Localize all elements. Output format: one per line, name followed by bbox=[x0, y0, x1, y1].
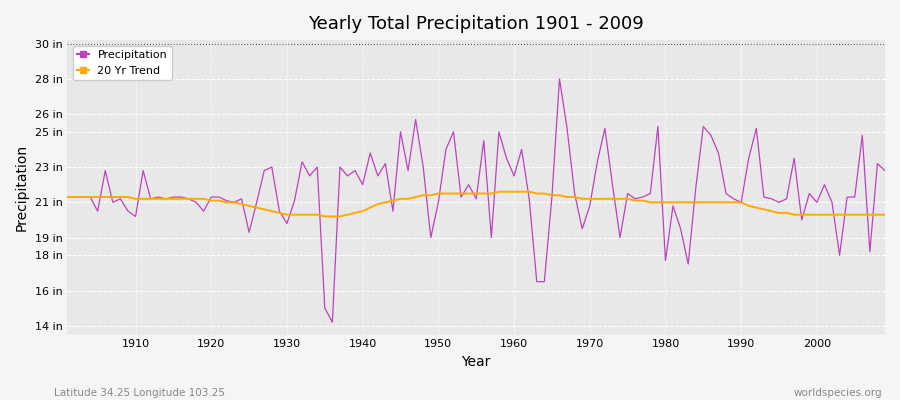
Y-axis label: Precipitation: Precipitation bbox=[15, 144, 29, 231]
Legend: Precipitation, 20 Yr Trend: Precipitation, 20 Yr Trend bbox=[73, 46, 172, 80]
Title: Yearly Total Precipitation 1901 - 2009: Yearly Total Precipitation 1901 - 2009 bbox=[309, 15, 644, 33]
Text: worldspecies.org: worldspecies.org bbox=[794, 388, 882, 398]
X-axis label: Year: Year bbox=[462, 355, 490, 369]
Text: Latitude 34.25 Longitude 103.25: Latitude 34.25 Longitude 103.25 bbox=[54, 388, 225, 398]
